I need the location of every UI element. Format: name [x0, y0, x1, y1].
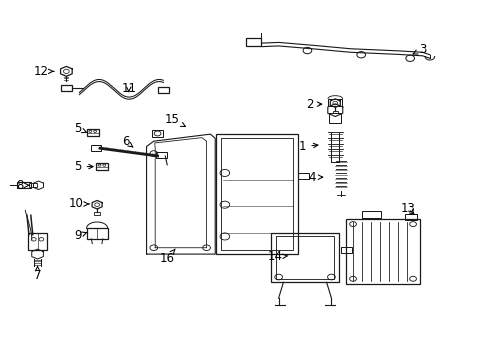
Text: 8: 8 [17, 179, 29, 192]
Bar [216, 134, 298, 254]
Text: 3: 3 [413, 43, 426, 56]
Text: 2: 2 [306, 98, 322, 111]
Bar [328, 99, 343, 106]
Bar [156, 152, 167, 158]
Text: 9: 9 [74, 229, 87, 242]
Text: 11: 11 [122, 82, 136, 95]
Bar [221, 138, 293, 250]
Text: 14: 14 [267, 251, 288, 264]
Bar [333, 111, 338, 113]
Bar [341, 247, 352, 253]
Text: 15: 15 [165, 113, 185, 126]
Text: 6: 6 [122, 135, 133, 148]
Bar [362, 211, 382, 218]
Bar [276, 236, 334, 279]
Bar [94, 212, 100, 215]
Bar [329, 113, 341, 123]
Text: 5: 5 [74, 122, 87, 135]
Text: 13: 13 [401, 202, 416, 215]
Bar [271, 233, 339, 282]
Bar [29, 183, 37, 188]
Bar [346, 219, 420, 284]
Bar [158, 87, 169, 93]
Bar [87, 129, 98, 136]
Bar [91, 145, 101, 151]
Bar [298, 173, 309, 179]
Text: 10: 10 [69, 198, 89, 211]
Text: 4: 4 [309, 171, 323, 184]
Bar [87, 228, 108, 239]
Bar [17, 182, 31, 189]
Bar [61, 85, 72, 91]
Bar [405, 214, 416, 220]
Bar [96, 163, 108, 170]
Bar [152, 130, 163, 137]
Text: 16: 16 [160, 249, 175, 265]
Text: 12: 12 [33, 65, 54, 78]
Bar [28, 233, 47, 250]
Bar [246, 38, 261, 46]
Text: 7: 7 [34, 266, 41, 283]
Text: 1: 1 [299, 140, 318, 153]
Text: 5: 5 [74, 160, 93, 173]
